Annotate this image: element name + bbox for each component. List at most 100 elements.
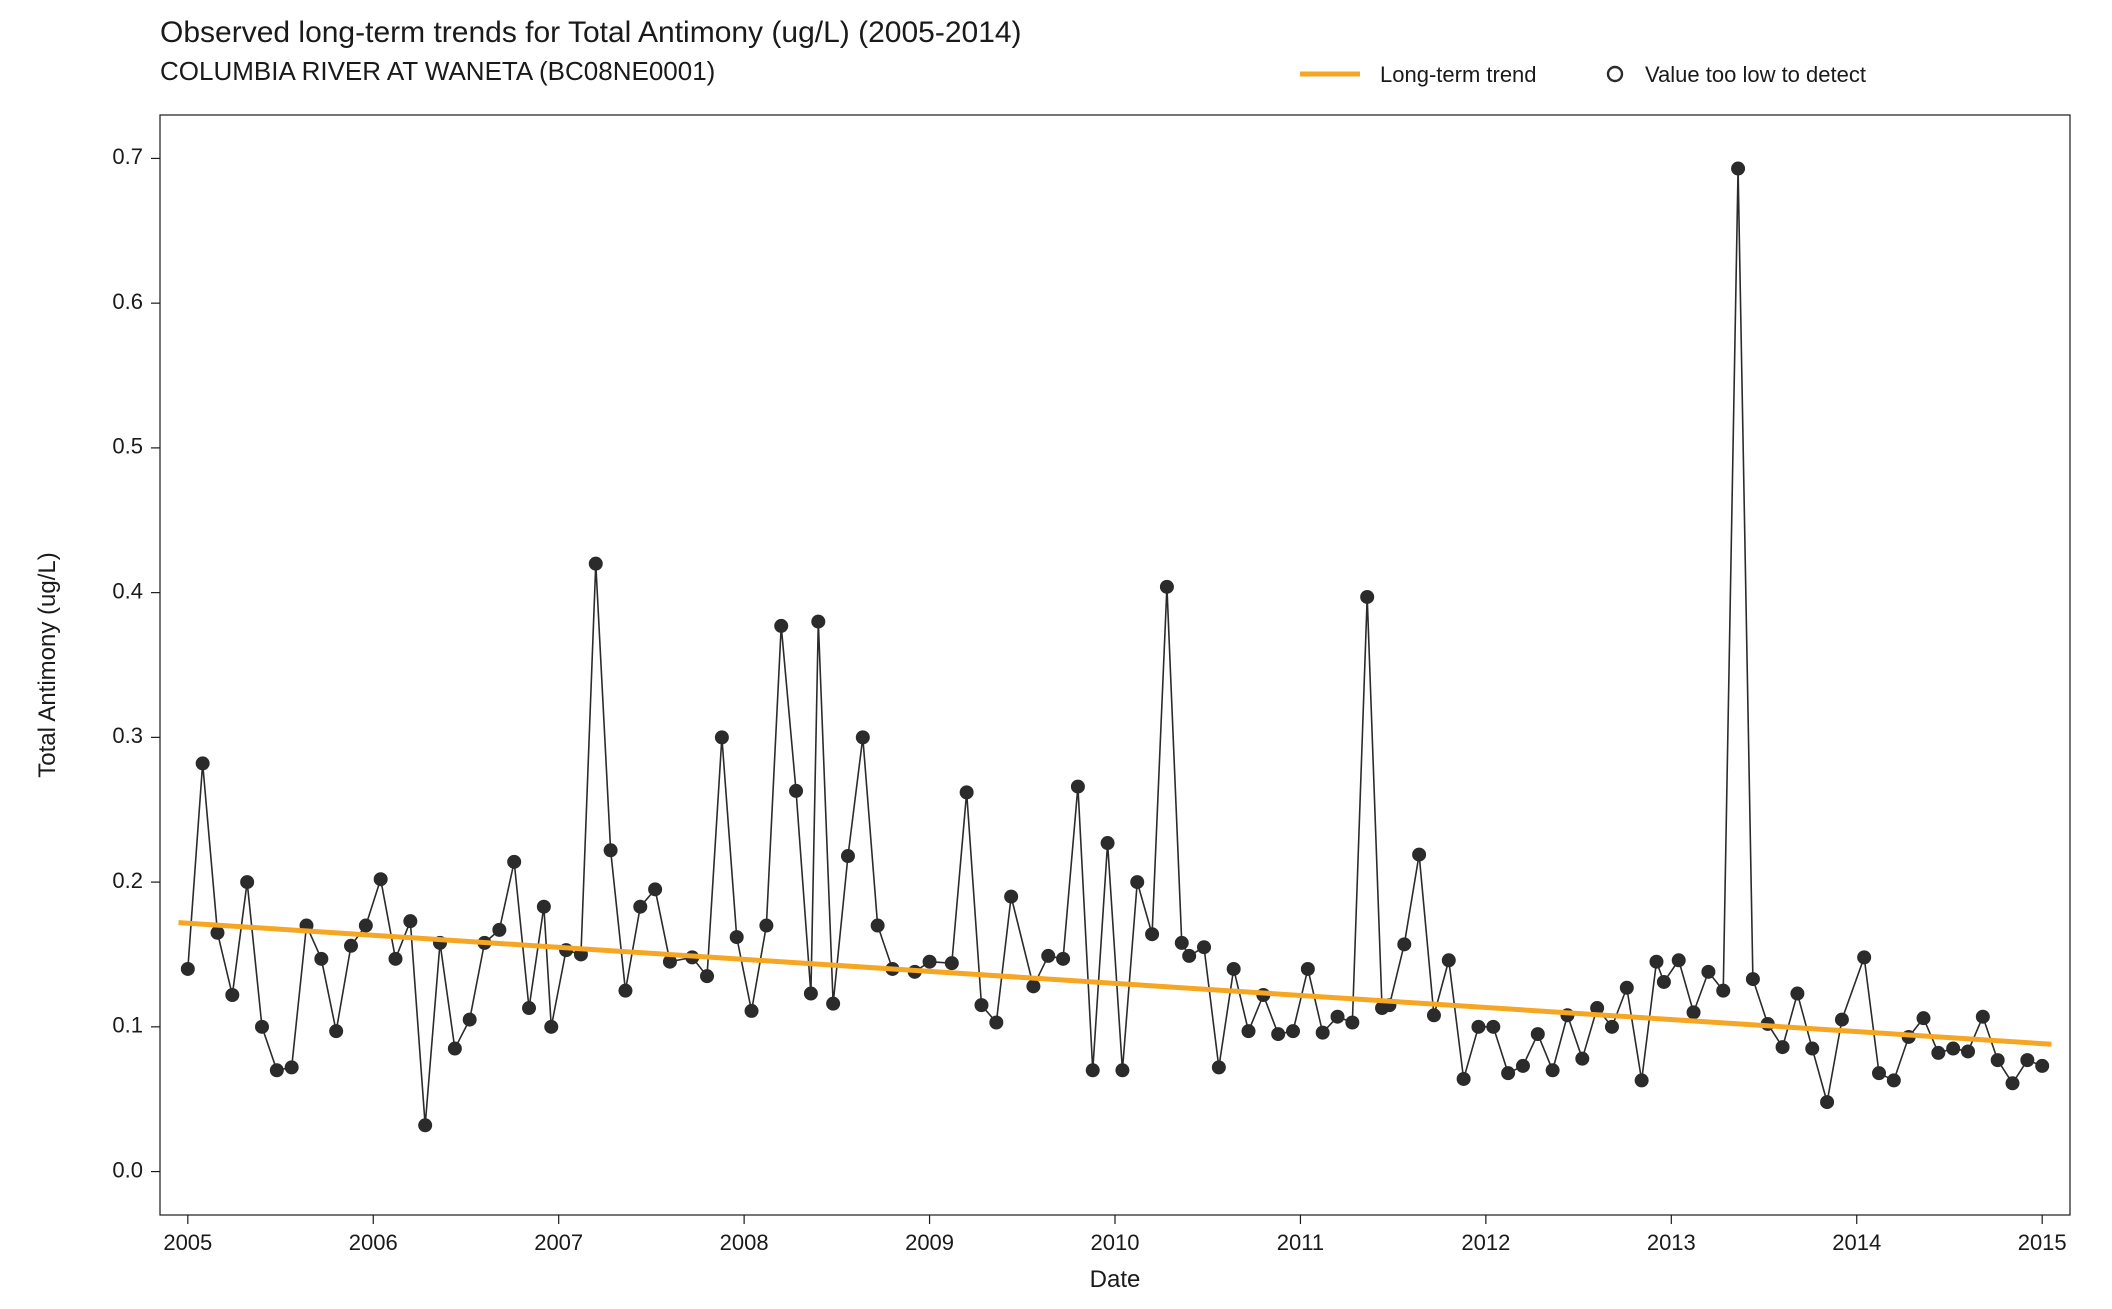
y-tick-label: 0.5 <box>112 434 143 459</box>
data-point-marker <box>1917 1012 1930 1025</box>
data-point-marker <box>1635 1074 1648 1087</box>
x-tick-label: 2015 <box>2018 1230 2067 1255</box>
data-point-marker <box>1331 1010 1344 1023</box>
data-point-marker <box>345 939 358 952</box>
data-point-marker <box>856 731 869 744</box>
data-point-marker <box>775 619 788 632</box>
data-point-marker <box>649 883 662 896</box>
data-point-marker <box>1287 1025 1300 1038</box>
x-tick-label: 2013 <box>1647 1230 1696 1255</box>
data-point-marker <box>1227 962 1240 975</box>
y-tick-label: 0.0 <box>112 1157 143 1182</box>
data-point-marker <box>1316 1026 1329 1039</box>
legend-label-toolow: Value too low to detect <box>1645 62 1866 87</box>
data-point-marker <box>1005 890 1018 903</box>
data-point-marker <box>975 999 988 1012</box>
data-point-marker <box>270 1064 283 1077</box>
data-point-marker <box>2021 1054 2034 1067</box>
data-point-marker <box>359 919 372 932</box>
data-point-marker <box>1746 973 1759 986</box>
data-point-marker <box>1301 962 1314 975</box>
data-point-marker <box>1175 936 1188 949</box>
data-point-marker <box>1427 1009 1440 1022</box>
data-point-marker <box>1976 1010 1989 1023</box>
x-tick-label: 2011 <box>1277 1230 1324 1255</box>
data-point-marker <box>1702 965 1715 978</box>
data-point-marker <box>1086 1064 1099 1077</box>
data-point-marker <box>1657 975 1670 988</box>
data-point-marker <box>619 984 632 997</box>
data-point-marker <box>1672 954 1685 967</box>
y-tick-label: 0.3 <box>112 723 143 748</box>
data-point-marker <box>841 850 854 863</box>
data-point-marker <box>715 731 728 744</box>
data-point-marker <box>211 926 224 939</box>
data-point-marker <box>827 997 840 1010</box>
data-point-marker <box>1160 580 1173 593</box>
data-point-marker <box>1806 1042 1819 1055</box>
y-tick-label: 0.6 <box>112 289 143 314</box>
data-point-marker <box>1605 1020 1618 1033</box>
chart-title: Observed long-term trends for Total Anti… <box>160 16 1022 49</box>
data-point-marker <box>945 957 958 970</box>
data-point-marker <box>315 952 328 965</box>
data-point-marker <box>389 952 402 965</box>
chart-container: 0.00.10.20.30.40.50.60.72005200620072008… <box>0 0 2112 1309</box>
data-point-marker <box>745 1004 758 1017</box>
data-point-marker <box>226 989 239 1002</box>
data-point-marker <box>523 1002 536 1015</box>
data-point-marker <box>1413 848 1426 861</box>
data-point-marker <box>812 615 825 628</box>
data-point-marker <box>448 1042 461 1055</box>
data-point-marker <box>804 987 817 1000</box>
data-point-marker <box>1873 1067 1886 1080</box>
data-point-marker <box>1487 1020 1500 1033</box>
data-point-marker <box>1361 590 1374 603</box>
data-point-marker <box>2036 1059 2049 1072</box>
data-point-marker <box>330 1025 343 1038</box>
x-tick-label: 2007 <box>534 1230 583 1255</box>
x-axis-label: Date <box>1090 1266 1141 1293</box>
data-point-marker <box>1991 1054 2004 1067</box>
data-point-marker <box>537 900 550 913</box>
data-point-marker <box>1398 938 1411 951</box>
x-tick-label: 2008 <box>720 1230 769 1255</box>
data-point-marker <box>790 784 803 797</box>
x-tick-label: 2014 <box>1832 1230 1881 1255</box>
data-point-marker <box>871 919 884 932</box>
data-point-marker <box>2006 1077 2019 1090</box>
data-point-marker <box>1776 1041 1789 1054</box>
data-point-marker <box>634 900 647 913</box>
legend-label-trend: Long-term trend <box>1380 62 1537 87</box>
y-tick-label: 0.7 <box>112 144 143 169</box>
data-point-marker <box>1821 1096 1834 1109</box>
data-point-marker <box>196 757 209 770</box>
data-point-marker <box>493 923 506 936</box>
data-point-marker <box>701 970 714 983</box>
legend-marker-swatch <box>1608 67 1622 81</box>
trend-line <box>179 923 2052 1045</box>
data-point-marker <box>1531 1028 1544 1041</box>
data-point-marker <box>1212 1061 1225 1074</box>
data-point-marker <box>1198 941 1211 954</box>
y-tick-label: 0.4 <box>112 578 143 603</box>
data-point-marker <box>1116 1064 1129 1077</box>
data-point-marker <box>589 557 602 570</box>
data-point-marker <box>419 1119 432 1132</box>
data-point-marker <box>960 786 973 799</box>
data-point-marker <box>545 1020 558 1033</box>
series-group <box>179 162 2052 1132</box>
data-point-marker <box>1546 1064 1559 1077</box>
y-tick-label: 0.1 <box>112 1013 143 1038</box>
data-point-marker <box>255 1020 268 1033</box>
data-point-marker <box>1242 1025 1255 1038</box>
data-point-marker <box>1131 876 1144 889</box>
x-tick-label: 2005 <box>163 1230 212 1255</box>
data-point-marker <box>1457 1072 1470 1085</box>
data-point-marker <box>404 915 417 928</box>
data-point-marker <box>730 931 743 944</box>
data-point-marker <box>181 962 194 975</box>
data-point-marker <box>1791 987 1804 1000</box>
data-point-marker <box>1858 951 1871 964</box>
data-point-marker <box>1183 949 1196 962</box>
